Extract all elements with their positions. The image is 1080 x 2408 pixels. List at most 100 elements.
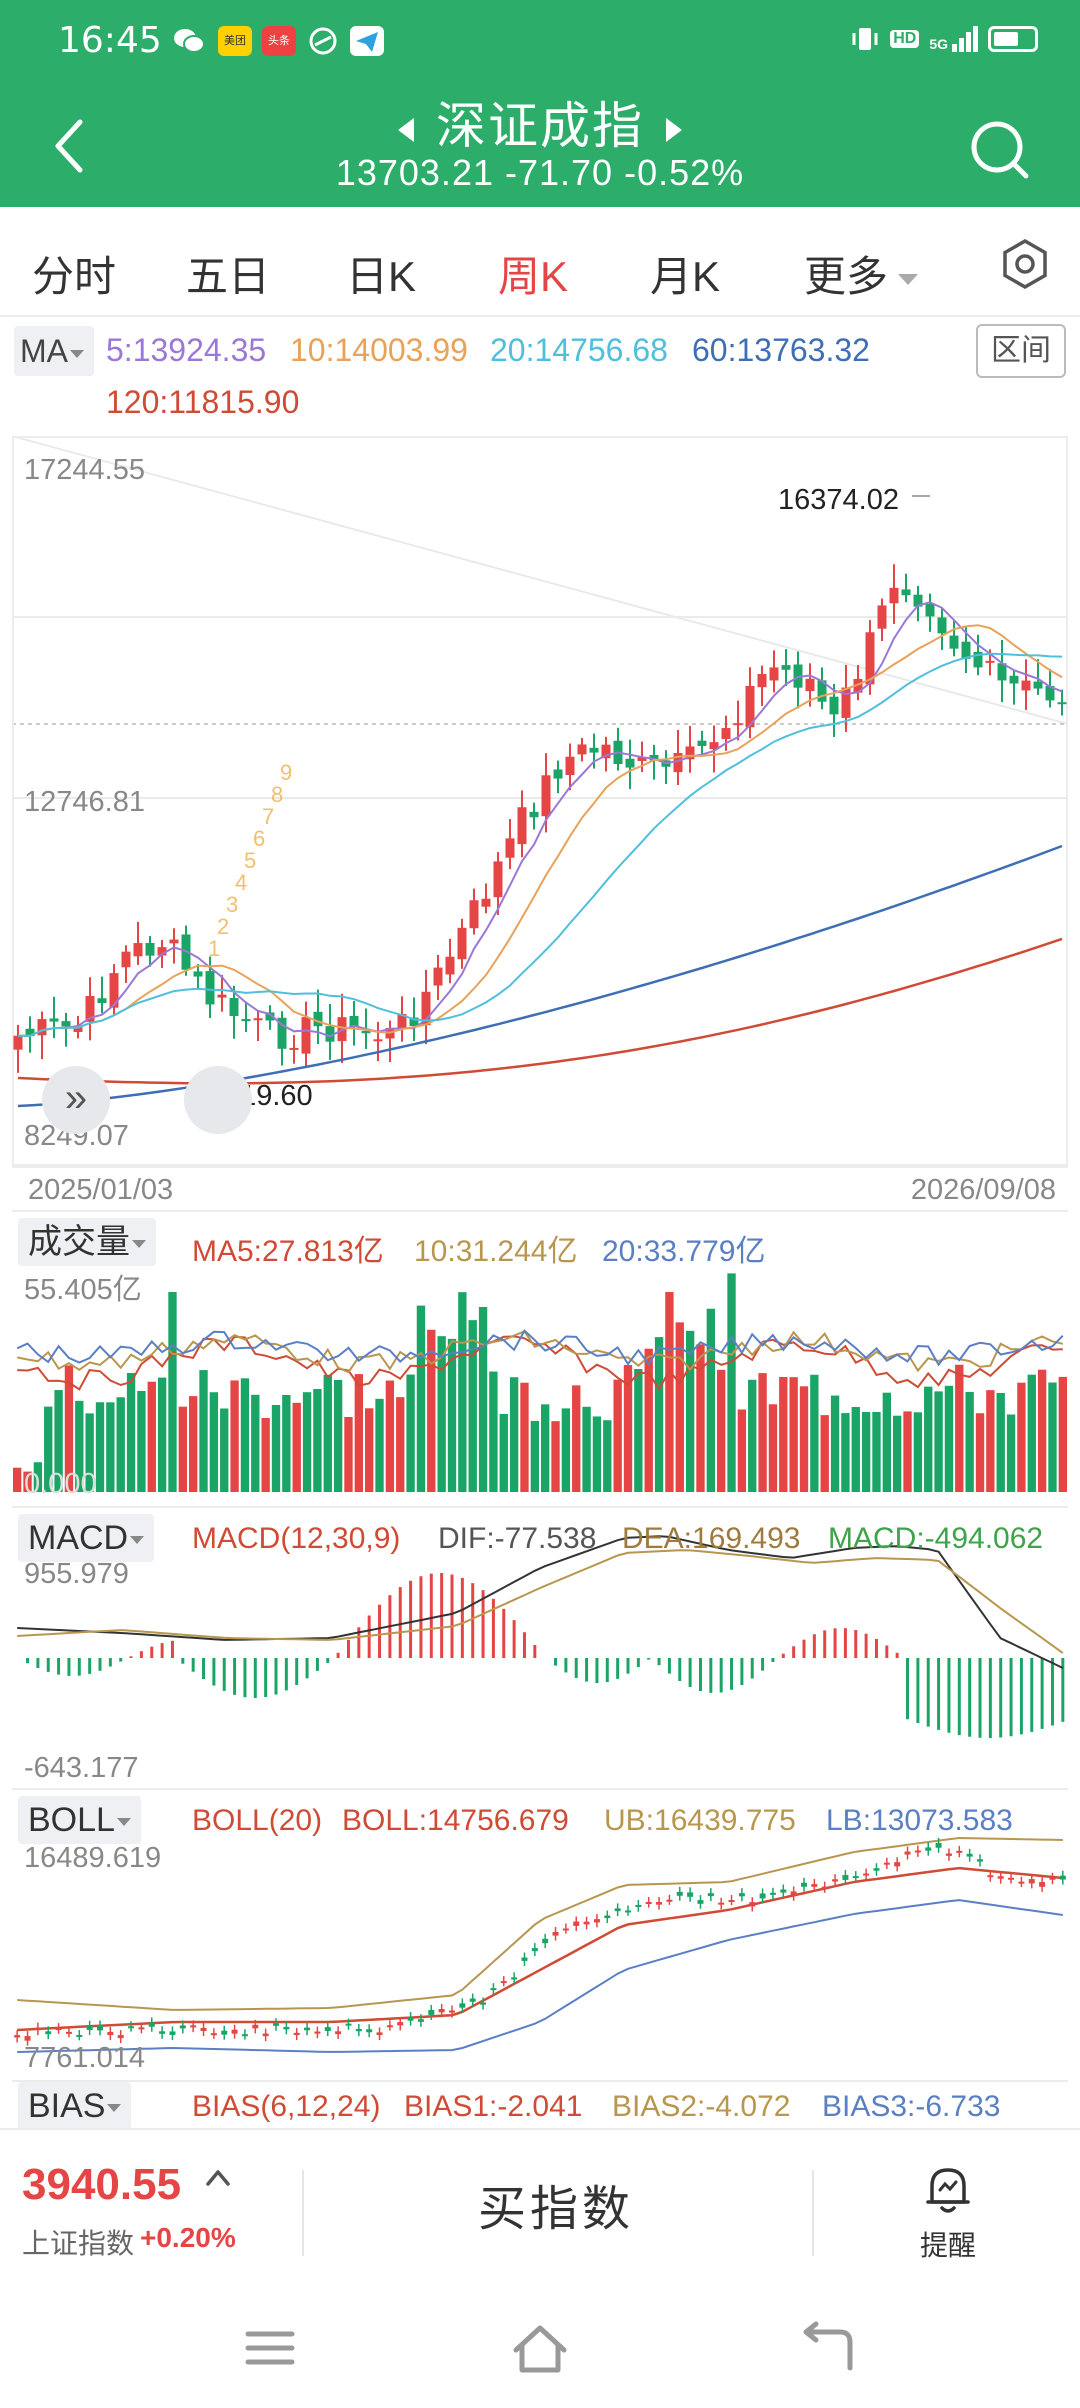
macd-dif-line <box>17 1535 1064 1669</box>
boll-candle-body <box>500 1981 507 1984</box>
indicator-select-boll[interactable]: BOLL <box>18 1796 141 1844</box>
prev-index-icon[interactable] <box>398 117 414 142</box>
bias3-value: BIAS3:-6.733 <box>822 2090 1001 2123</box>
vol-min-label: 0.000 <box>24 1468 97 1500</box>
volume-bar <box>468 1320 477 1492</box>
candle-body <box>481 898 491 907</box>
candle-body <box>1045 685 1055 701</box>
volume-bar <box>365 1408 374 1492</box>
volume-bar <box>54 1390 63 1492</box>
boll-candle-body <box>107 2031 114 2036</box>
td-count-mark: 1 <box>208 936 220 961</box>
candle-body <box>601 744 611 759</box>
boll-candle-body <box>221 2030 228 2035</box>
chevron-up-icon[interactable] <box>200 2160 236 2196</box>
boll-mid: BOLL:14756.679 <box>342 1804 569 1837</box>
boll-candle-body <box>179 2025 186 2029</box>
candle-body <box>361 1030 371 1034</box>
volume-bar <box>23 1471 32 1492</box>
volume-bar <box>106 1402 115 1492</box>
settings-hexagon-icon[interactable] <box>998 237 1052 291</box>
candle-body <box>457 927 467 960</box>
back-icon[interactable] <box>796 2318 856 2378</box>
battery-icon <box>988 26 1038 52</box>
volume-bar <box>44 1406 53 1492</box>
td-count-mark: 5 <box>244 848 256 873</box>
volume-panel[interactable]: 成交量 MA5:27.813亿 10:31.244亿 20:33.779亿 55… <box>12 1212 1068 1508</box>
volume-bar <box>385 1380 395 1492</box>
boll-candle-body <box>956 1850 963 1853</box>
boll-candle-body <box>376 2032 383 2036</box>
volume-bar <box>85 1413 94 1492</box>
volume-bar <box>934 1391 943 1492</box>
remind-label[interactable]: 提醒 <box>919 2230 976 2261</box>
boll-candle-body <box>273 2023 279 2026</box>
tab-five-day[interactable]: 五日 <box>186 253 271 300</box>
boll-candle-body <box>552 1932 559 1936</box>
network-badge: 5G <box>929 26 978 52</box>
tab-weekly-k[interactable]: 周K <box>498 253 569 300</box>
td-count-mark: 3 <box>226 892 238 917</box>
collapse-icon[interactable] <box>184 1066 252 1134</box>
expand-icon[interactable]: » <box>42 1066 110 1134</box>
range-button[interactable]: 区间 <box>976 324 1066 378</box>
candle-body <box>205 971 215 1005</box>
boll-candle-body <box>117 2035 124 2039</box>
candle-body <box>13 1035 23 1050</box>
candle-body <box>649 755 659 761</box>
tab-daily-k[interactable]: 日K <box>346 253 417 300</box>
candle-body <box>841 687 851 718</box>
volume-bar <box>851 1406 860 1492</box>
indicator-select-ma[interactable]: MA <box>14 326 94 376</box>
indicator-select-bias[interactable]: BIAS <box>18 2082 132 2128</box>
candle-body <box>853 678 863 693</box>
volume-bar <box>603 1420 612 1492</box>
td-count-mark: 9 <box>280 760 292 785</box>
boll-candle-body <box>1059 1875 1066 1880</box>
tab-intraday[interactable]: 分时 <box>32 253 117 300</box>
boll-candle-body <box>428 2010 435 2015</box>
volume-bar <box>530 1420 539 1492</box>
boll-candle-body <box>759 1893 766 1899</box>
volume-bar <box>1027 1374 1036 1492</box>
sh-index-price[interactable]: 3940.55 <box>22 2160 182 2209</box>
app-header: 16:45 美团 头条 HD 5G 深证成指 <box>0 0 1080 207</box>
candle-body <box>133 943 143 957</box>
volume-bar <box>706 1308 715 1492</box>
volume-bar <box>220 1408 229 1492</box>
candle-body <box>61 1021 71 1027</box>
wechat-icon <box>172 26 206 56</box>
boll-candle-body <box>997 1876 1004 1879</box>
indicator-select-macd[interactable]: MACD <box>18 1514 155 1562</box>
macd-panel[interactable]: MACD MACD(12,30,9) DIF:-77.538 DEA:169.4… <box>12 1508 1068 1790</box>
tab-monthly-k[interactable]: 月K <box>650 253 721 300</box>
candle-body <box>109 973 119 1008</box>
volume-bar <box>727 1273 736 1492</box>
menu-icon[interactable] <box>240 2318 300 2378</box>
alarm-bell-icon[interactable] <box>922 2162 974 2216</box>
bias-panel[interactable]: BIAS BIAS(6,12,24) BIAS1:-2.041 BIAS2:-4… <box>12 2082 1068 2128</box>
volume-bar <box>955 1364 964 1492</box>
volume-bar <box>634 1369 643 1492</box>
boll-mid-line <box>17 1866 1063 2032</box>
next-index-icon[interactable] <box>666 117 682 142</box>
search-icon[interactable] <box>968 118 1032 182</box>
back-arrow-icon[interactable] <box>50 116 90 176</box>
tab-more[interactable]: 更多 <box>804 243 919 304</box>
candle-body <box>505 838 515 858</box>
ma20-line <box>17 652 1063 1037</box>
boll-candle-body <box>1049 1877 1056 1880</box>
indicator-select-volume[interactable]: 成交量 <box>18 1218 156 1266</box>
home-icon[interactable] <box>510 2318 570 2378</box>
boll-panel[interactable]: BOLL BOLL(20) BOLL:14756.679 UB:16439.77… <box>12 1790 1068 2082</box>
candle-body <box>445 956 455 975</box>
volume-bar <box>375 1398 384 1492</box>
boll-candle-body <box>366 2029 373 2033</box>
buy-index-button[interactable]: 买指数 <box>477 2183 634 2236</box>
candle-body <box>589 747 599 753</box>
ma5-value: 5:13924.35 <box>106 332 267 368</box>
candle-body <box>325 1026 335 1042</box>
volume-bar <box>924 1386 933 1492</box>
